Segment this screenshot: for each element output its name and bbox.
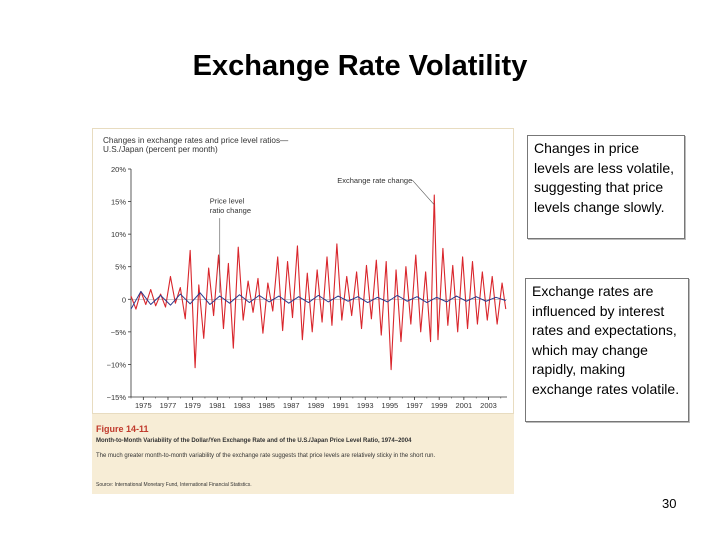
- figure-source: Source: International Monetary Fund, Int…: [96, 482, 252, 488]
- x-tick-label: 1991: [332, 401, 349, 410]
- chart-title-text: Changes in exchange rates and price leve…: [103, 136, 289, 154]
- x-tick-label: 1981: [209, 401, 226, 410]
- chart-area: Changes in exchange rates and price leve…: [92, 128, 514, 414]
- exchange-rate-chart: Changes in exchange rates and price leve…: [103, 136, 507, 410]
- note-exchange-rates: Exchange rates are influenced by interes…: [525, 278, 689, 422]
- x-tick-label: 2003: [480, 401, 497, 410]
- series-layer: [130, 194, 507, 371]
- exchange-rate-series-line: [130, 194, 507, 371]
- chart-annotation: Exchange rate change: [337, 176, 412, 185]
- x-tick-label: 1997: [406, 401, 423, 410]
- chart-axes: 20% 15% 10% 5% 0 −5% −10% −15% 1975 1977 1979 1981 1…: [107, 165, 507, 410]
- exchange-annotation-leader: [412, 179, 435, 206]
- x-tick-label: 1983: [234, 401, 251, 410]
- x-tick-label: 1989: [308, 401, 325, 410]
- y-tick-label: −10%: [107, 360, 127, 369]
- y-tick-label: 10%: [111, 230, 126, 239]
- chart-title-wrapper: Changes in exchange rates and price leve…: [103, 136, 289, 154]
- x-tick-label: 1995: [382, 401, 399, 410]
- x-tick-label: 1985: [258, 401, 275, 410]
- y-tick-label: 0: [122, 295, 126, 304]
- figure-label: Figure 14-11: [96, 424, 149, 434]
- figure-caption-body: The much greater month-to-month variabil…: [96, 453, 436, 459]
- chart-annotation: Price level: [210, 196, 245, 205]
- figure-panel: Changes in exchange rates and price leve…: [92, 128, 514, 494]
- slide-title-text: Exchange Rate Volatility: [192, 50, 528, 82]
- page-number: 30: [662, 496, 677, 511]
- y-tick-label: 15%: [111, 198, 126, 207]
- y-tick-label: 20%: [111, 165, 126, 174]
- x-tick-label: 1979: [184, 401, 201, 410]
- chart-annotation: ratio change: [210, 206, 251, 215]
- x-tick-label: 1975: [135, 401, 152, 410]
- y-tick-label: −15%: [107, 393, 127, 402]
- y-tick-label: 5%: [115, 263, 126, 272]
- figure-caption-title: Month-to-Month Variability of the Dollar…: [96, 438, 412, 444]
- x-tick-label: 1977: [160, 401, 177, 410]
- x-tick-label: 1993: [357, 401, 374, 410]
- price-rate-series-line: [130, 290, 506, 310]
- x-tick-label: 1987: [283, 401, 300, 410]
- note-price-levels: Changes in price levels are less volatil…: [527, 135, 685, 239]
- x-tick-label: 1999: [431, 401, 448, 410]
- x-tick-label: 2001: [456, 401, 473, 410]
- slide-title: Exchange Rate Volatility: [0, 50, 720, 83]
- y-tick-label: −5%: [111, 328, 127, 337]
